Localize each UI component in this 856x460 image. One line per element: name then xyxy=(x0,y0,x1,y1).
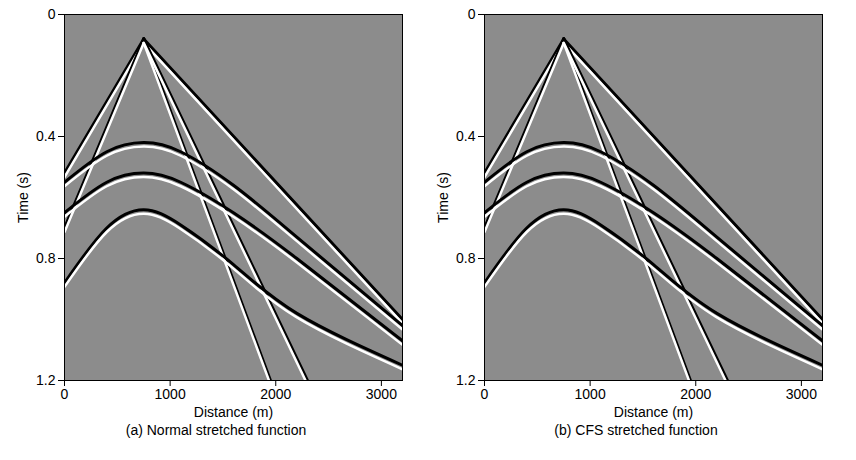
svg-text:0.4: 0.4 xyxy=(456,128,476,144)
svg-text:Time (s): Time (s) xyxy=(15,172,31,223)
svg-text:Distance (m): Distance (m) xyxy=(194,404,273,420)
svg-text:2000: 2000 xyxy=(260,386,291,402)
svg-text:0: 0 xyxy=(481,386,489,402)
html-text:(a) Normal stretched function: (a) Normal stretched function xyxy=(125,422,307,438)
svg-text:0.8: 0.8 xyxy=(36,250,56,266)
html-text:(b) CFS stretched function: (b) CFS stretched function xyxy=(554,422,718,438)
svg-text:0: 0 xyxy=(61,386,69,402)
svg-text:2000: 2000 xyxy=(680,386,711,402)
svg-text:3000: 3000 xyxy=(366,386,397,402)
svg-text:0: 0 xyxy=(468,6,476,22)
svg-text:0.8: 0.8 xyxy=(456,250,476,266)
svg-text:0.4: 0.4 xyxy=(36,128,56,144)
svg-text:1.2: 1.2 xyxy=(36,372,56,388)
svg-text:Distance (m): Distance (m) xyxy=(614,404,693,420)
svg-text:1.2: 1.2 xyxy=(456,372,476,388)
svg-text:1000: 1000 xyxy=(575,386,606,402)
svg-text:Time (s): Time (s) xyxy=(435,172,451,223)
svg-text:1000: 1000 xyxy=(155,386,186,402)
svg-text:3000: 3000 xyxy=(786,386,817,402)
svg-text:0: 0 xyxy=(48,6,56,22)
